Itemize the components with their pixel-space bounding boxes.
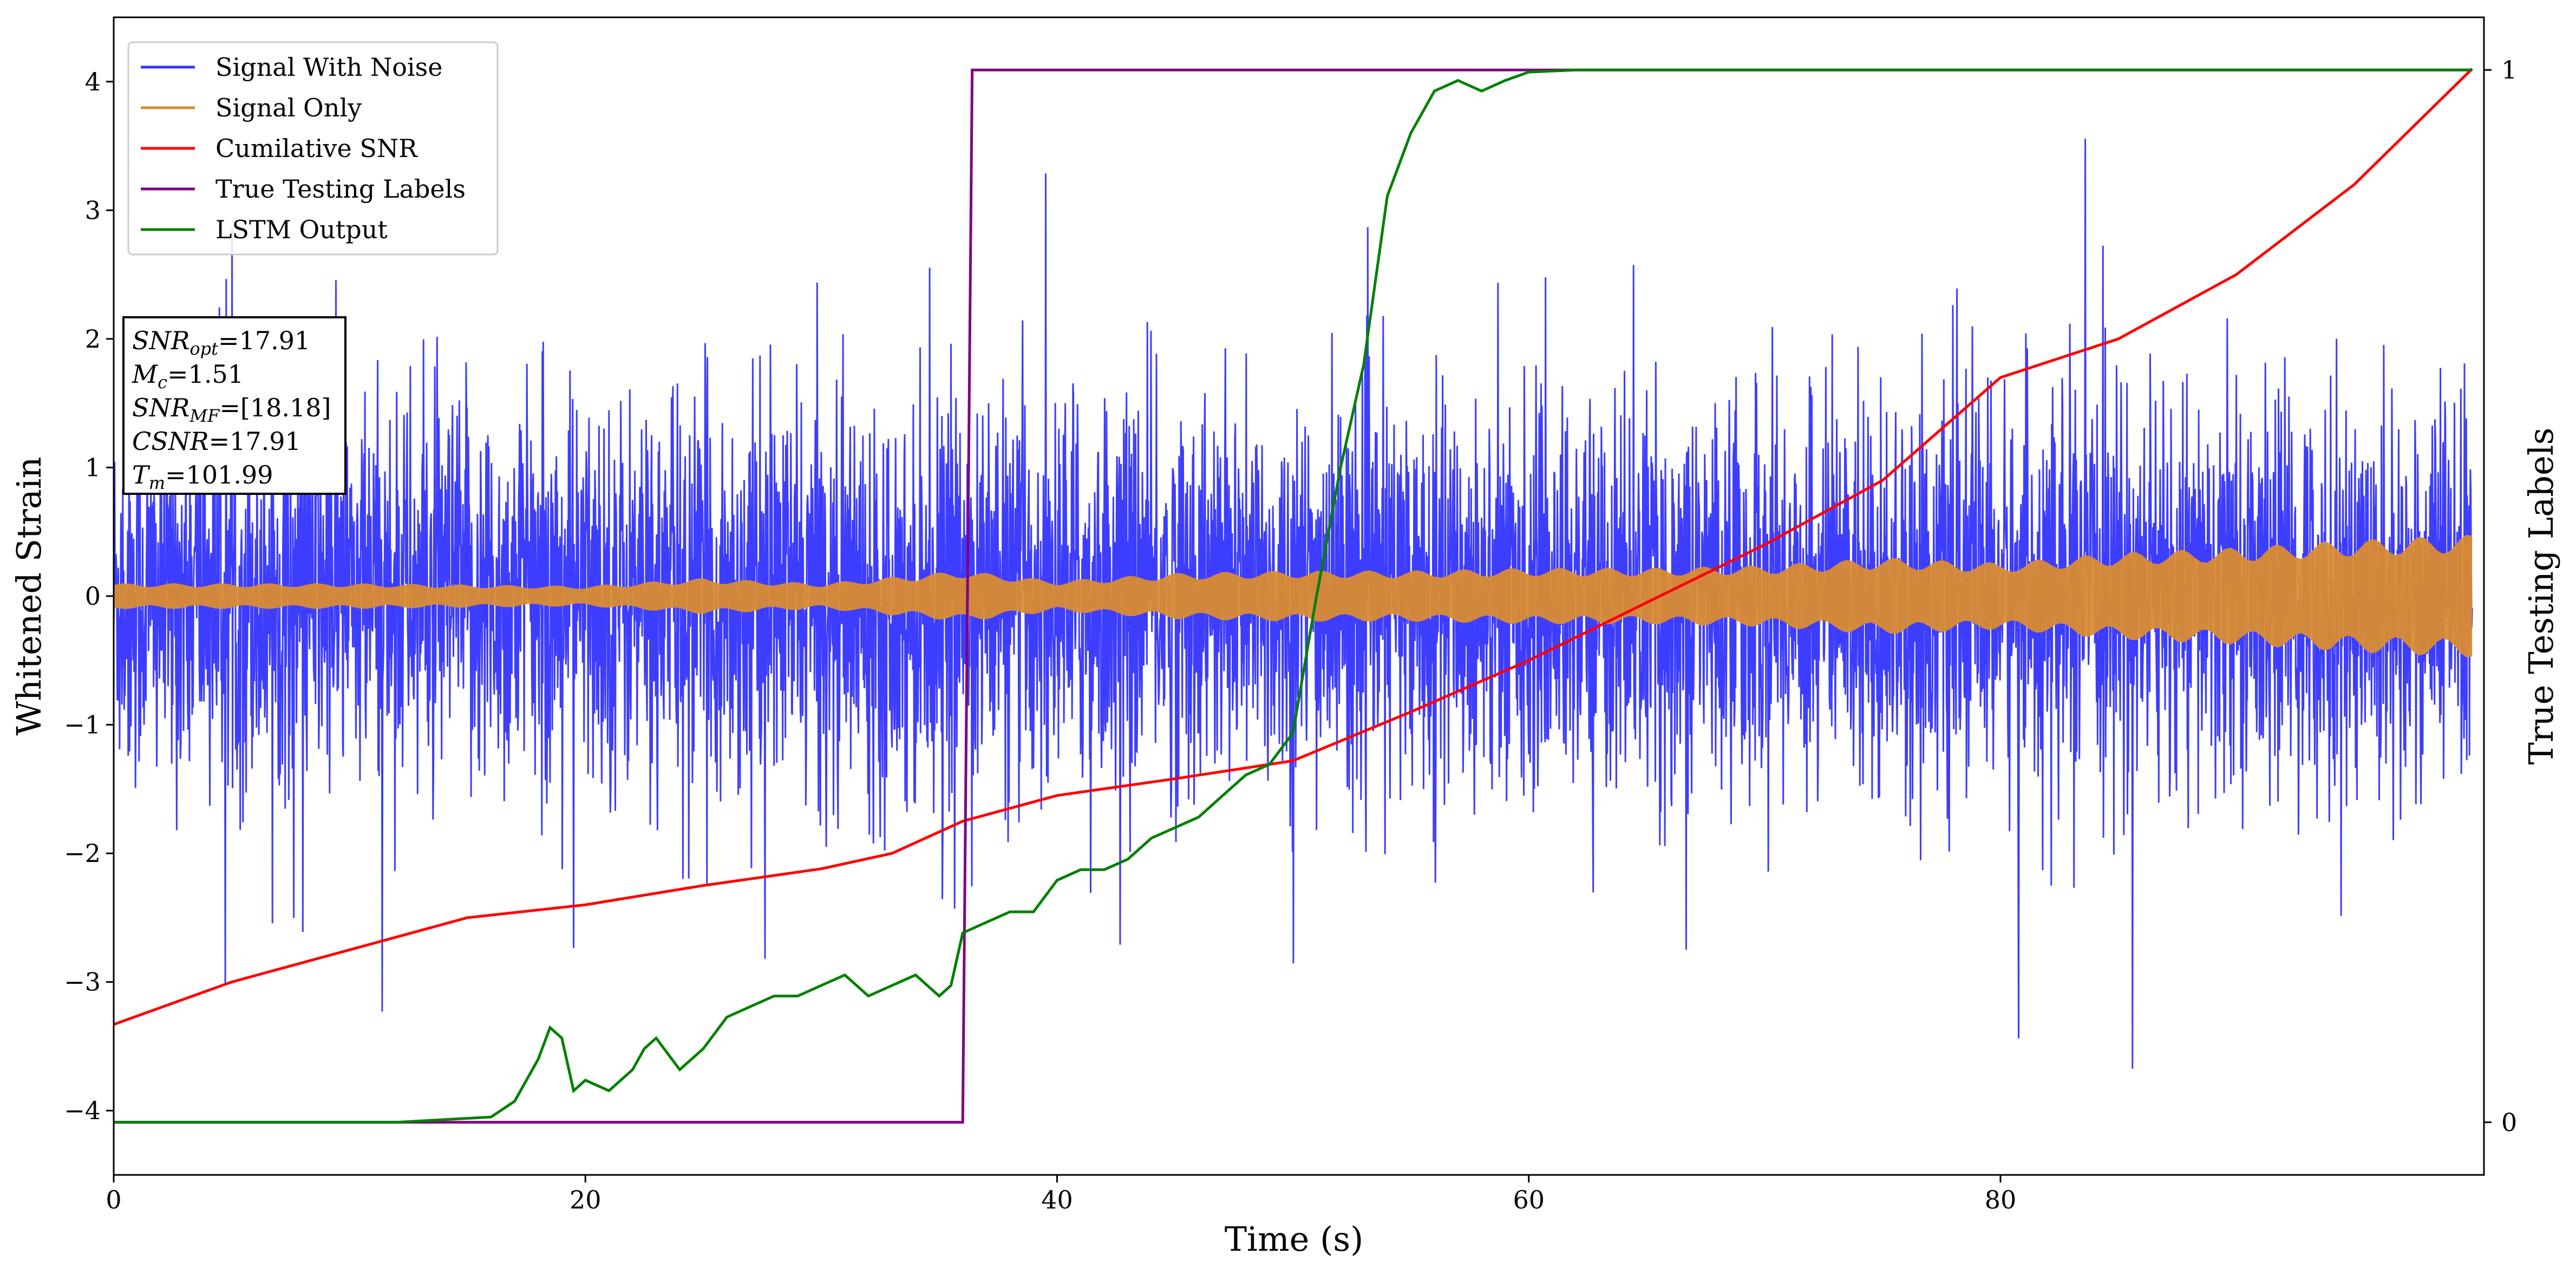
x-axis-title: Time (s)	[1225, 1219, 1364, 1259]
y-axis-title: Whitened Strain	[9, 457, 49, 736]
x-tick-label: 80	[1985, 1185, 2017, 1214]
y2-axis-title: True Testing Labels	[2521, 428, 2561, 765]
x-tick-label: 60	[1513, 1185, 1545, 1214]
info-line: CSNR=17.91	[132, 427, 301, 456]
info-box: SNRopt=17.91Mc=1.51SNRMF=[18.18]CSNR=17.…	[122, 316, 346, 495]
signal-only-band	[114, 534, 2473, 658]
y-tick-label: −4	[64, 1096, 101, 1125]
info-box-frame	[122, 316, 346, 495]
legend-entry: Cumilative SNR	[215, 134, 418, 163]
y-tick-label: 2	[85, 324, 101, 354]
y-tick-label: −1	[64, 710, 101, 740]
line-series-group	[114, 68, 2473, 1124]
signal-with-noise-line	[114, 139, 2473, 1069]
cumulative-snr-line	[114, 68, 2473, 1026]
info-line: SNRopt=17.91	[132, 326, 310, 359]
y-tick-label: 4	[85, 67, 101, 96]
legend-entry: Signal With Noise	[215, 53, 442, 82]
signal-with-noise-series	[114, 139, 2473, 1069]
y-tick-label: 0	[85, 582, 101, 611]
legend: Signal With Noise Signal Only Cumilative S…	[127, 41, 499, 256]
x-tick-label: 0	[106, 1185, 121, 1214]
y2-tick-label: 1	[2501, 55, 2517, 84]
y-tick-label: 1	[85, 453, 101, 482]
legend-entry: True Testing Labels	[215, 174, 466, 204]
info-line: SNRMF=[18.18]	[132, 393, 331, 426]
info-line: Mc=1.51	[132, 360, 244, 393]
y2-tick-label: 0	[2501, 1108, 2517, 1137]
y-tick-label: −2	[64, 839, 101, 868]
legend-entry: LSTM Output	[215, 215, 388, 244]
lstm-output-line	[114, 68, 2473, 1124]
signal-only-series	[114, 534, 2473, 658]
info-line: Tm=101.99	[132, 460, 273, 493]
legend-frame	[127, 41, 499, 256]
x-tick-label: 40	[1041, 1185, 1073, 1214]
x-tick-label: 20	[570, 1185, 601, 1214]
legend-entry: Signal Only	[215, 93, 362, 122]
y-tick-label: −3	[64, 968, 101, 997]
y-tick-label: 3	[85, 195, 101, 225]
